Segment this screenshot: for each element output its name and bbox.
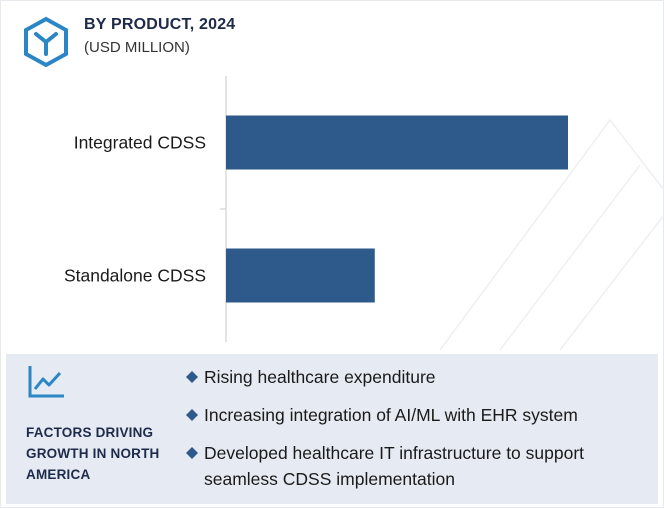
factor-list: Rising healthcare expenditure Increasing… bbox=[186, 364, 656, 504]
chart-title: BY PRODUCT, 2024 bbox=[84, 16, 236, 33]
chart-subtitle: (USD MILLION) bbox=[84, 39, 190, 56]
bar-chart: Integrated CDSS Standalone CDSS bbox=[64, 76, 568, 342]
factor-item: Rising healthcare expenditure bbox=[186, 364, 656, 390]
diamond-bullet-icon bbox=[186, 371, 198, 383]
category-label: Standalone CDSS bbox=[64, 266, 206, 286]
factor-text: Increasing integration of AI/ML with EHR… bbox=[204, 405, 578, 425]
factors-heading: FACTORS DRIVING GROWTH IN NORTH AMERICA bbox=[26, 425, 160, 482]
cube-y-logo-icon bbox=[24, 16, 68, 68]
factor-item: Developed healthcare IT infrastructure t… bbox=[186, 440, 656, 492]
diamond-bullet-icon bbox=[186, 409, 198, 421]
factor-text: Developed healthcare IT infrastructure t… bbox=[204, 443, 585, 489]
category-label: Integrated CDSS bbox=[74, 133, 206, 153]
bar-standalone-cdss bbox=[226, 248, 375, 303]
factors-panel: FACTORS DRIVING GROWTH IN NORTH AMERICA … bbox=[6, 354, 658, 504]
line-chart-icon bbox=[28, 366, 64, 398]
bar-integrated-cdss bbox=[226, 115, 568, 170]
chart-header: BY PRODUCT, 2024 (USD MILLION) bbox=[18, 10, 418, 70]
factor-text: Rising healthcare expenditure bbox=[204, 367, 436, 387]
diamond-bullet-icon bbox=[186, 447, 198, 459]
factor-item: Increasing integration of AI/ML with EHR… bbox=[186, 402, 656, 428]
